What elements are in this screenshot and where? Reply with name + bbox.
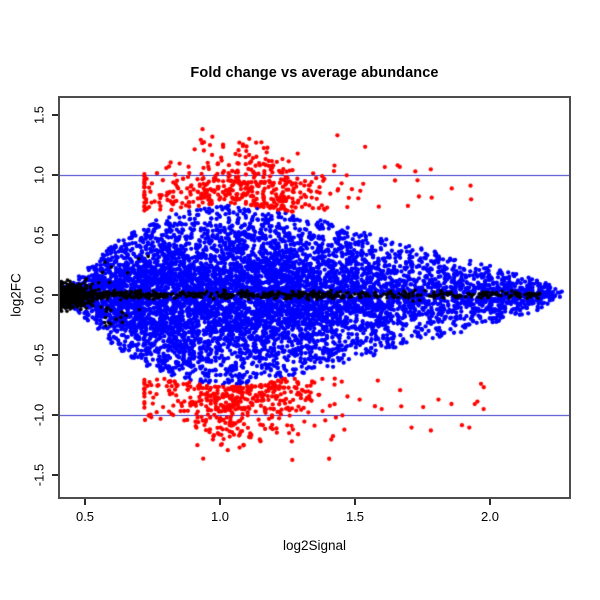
y-tick-label: -0.5 xyxy=(31,343,47,367)
chart-title: Fold change vs average abundance xyxy=(190,65,439,81)
y-tick-label: 0.5 xyxy=(31,225,47,245)
scatter-canvas xyxy=(60,98,569,497)
y-axis-tick xyxy=(52,414,58,416)
x-axis-tick xyxy=(219,499,221,505)
y-tick-label: 0.0 xyxy=(31,285,47,305)
y-axis-tick xyxy=(52,114,58,116)
x-tick-label: 0.5 xyxy=(75,509,95,524)
y-axis-tick xyxy=(52,234,58,236)
x-tick-label: 1.5 xyxy=(345,509,365,524)
y-tick-label: -1.0 xyxy=(31,403,47,427)
y-tick-label: 1.5 xyxy=(31,105,47,125)
x-tick-label: 1.0 xyxy=(210,509,230,524)
y-tick-label: -1.5 xyxy=(31,463,47,487)
y-axis-tick xyxy=(52,354,58,356)
plot-frame xyxy=(58,96,571,499)
x-axis-tick xyxy=(488,499,491,505)
x-axis-title: log2Signal xyxy=(282,538,347,553)
y-axis-tick xyxy=(52,294,58,296)
y-tick-label: 1.0 xyxy=(31,165,47,185)
x-axis-tick xyxy=(353,499,356,505)
y-axis-tick xyxy=(52,174,58,176)
y-axis-title: log2FC xyxy=(8,273,24,317)
x-axis-tick xyxy=(84,499,86,505)
y-axis-tick xyxy=(52,474,58,476)
x-tick-label: 2.0 xyxy=(480,509,500,524)
